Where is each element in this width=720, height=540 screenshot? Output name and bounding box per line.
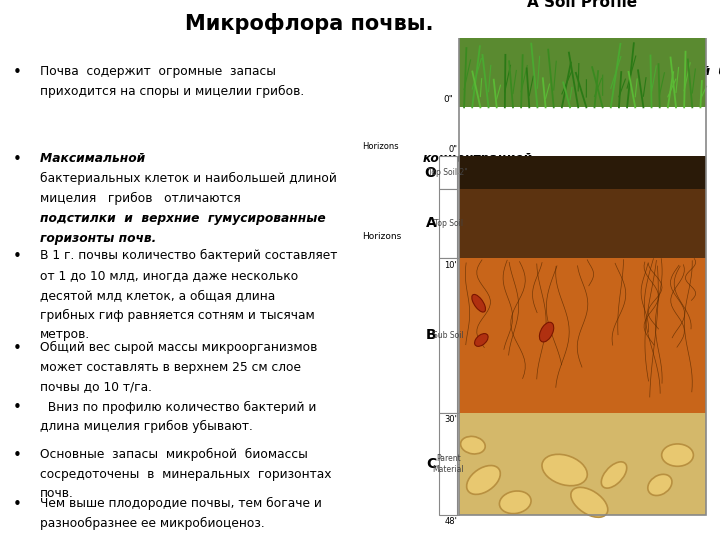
Text: Parent
Material: Parent Material <box>433 454 464 474</box>
Text: A Soil Profile: A Soil Profile <box>527 0 637 10</box>
Bar <box>459 189 706 258</box>
Text: метров.: метров. <box>40 328 90 341</box>
Bar <box>439 413 457 515</box>
Text: Чем выше плодородие почвы, тем богаче и: Чем выше плодородие почвы, тем богаче и <box>40 497 321 510</box>
Text: длина мицелия грибов убывают.: длина мицелия грибов убывают. <box>40 420 253 434</box>
Bar <box>459 258 706 413</box>
Text: B: B <box>426 328 436 342</box>
Text: почв.: почв. <box>40 488 73 501</box>
Text: подстилки  и  верхние  гумусированные: подстилки и верхние гумусированные <box>40 212 325 225</box>
Text: •: • <box>13 448 22 463</box>
Ellipse shape <box>539 322 554 342</box>
Text: мицелия   грибов   отличаются: мицелия грибов отличаются <box>40 192 248 205</box>
Bar <box>439 156 457 189</box>
Bar <box>439 189 457 258</box>
Text: микробной  биомассы: микробной биомассы <box>632 65 720 78</box>
Text: Общий вес сырой массы микроорганизмов: Общий вес сырой массы микроорганизмов <box>40 341 317 354</box>
Text: от 1 до 10 млд, иногда даже несколько: от 1 до 10 млд, иногда даже несколько <box>40 269 298 282</box>
Bar <box>439 258 457 413</box>
Bar <box>459 413 706 515</box>
Text: горизонты почв.: горизонты почв. <box>40 232 156 245</box>
Text: •: • <box>13 249 22 264</box>
Text: сосредоточены  в  минеральных  горизонтах: сосредоточены в минеральных горизонтах <box>40 468 331 481</box>
Text: A: A <box>426 217 436 231</box>
Text: приходится на споры и мицелии грибов.: приходится на споры и мицелии грибов. <box>40 85 304 98</box>
Ellipse shape <box>601 462 626 488</box>
Text: Top Soil: Top Soil <box>433 219 463 228</box>
Text: 48': 48' <box>444 517 457 526</box>
Ellipse shape <box>648 474 672 496</box>
Text: •: • <box>13 65 22 80</box>
Text: грибных гиф равняется сотням и тысячам: грибных гиф равняется сотням и тысячам <box>40 308 315 322</box>
Text: может составлять в верхнем 25 см слое: может составлять в верхнем 25 см слое <box>40 361 301 374</box>
Ellipse shape <box>461 436 485 454</box>
Text: лесные: лесные <box>580 192 632 205</box>
Text: •: • <box>13 152 22 167</box>
Bar <box>459 28 706 107</box>
Text: O: O <box>425 166 436 179</box>
Ellipse shape <box>472 294 485 312</box>
Text: •: • <box>13 497 22 512</box>
Text: Sub Soil: Sub Soil <box>433 331 464 340</box>
Bar <box>459 28 706 515</box>
Text: 0": 0" <box>444 96 454 104</box>
Text: Почва  содержит  огромные  запасы: Почва содержит огромные запасы <box>40 65 279 78</box>
Text: Top Soil 2": Top Soil 2" <box>428 168 468 177</box>
Ellipse shape <box>500 491 531 514</box>
Text: Horizons: Horizons <box>361 232 401 241</box>
Text: почвы до 10 т/га.: почвы до 10 т/га. <box>40 381 152 394</box>
Text: Вниз по профилю количество бактерий и: Вниз по профилю количество бактерий и <box>40 401 316 414</box>
Text: Микрофлора почвы.: Микрофлора почвы. <box>185 14 434 35</box>
Ellipse shape <box>542 454 588 485</box>
Text: •: • <box>13 341 22 356</box>
Text: Максимальной: Максимальной <box>40 152 187 165</box>
Text: 30': 30' <box>444 415 457 424</box>
Ellipse shape <box>474 334 488 346</box>
Ellipse shape <box>467 465 500 495</box>
Text: Horizons: Horizons <box>361 142 398 151</box>
Text: десятой млд клеток, а общая длина: десятой млд клеток, а общая длина <box>40 289 275 302</box>
Text: •: • <box>13 401 22 415</box>
Text: разнообразнее ее микробиоценоз.: разнообразнее ее микробиоценоз. <box>40 517 264 530</box>
Text: бактериальных клеток и наибольшей длиной: бактериальных клеток и наибольшей длиной <box>40 172 336 185</box>
Bar <box>459 156 706 189</box>
Text: Основные  запасы  микробной  биомассы: Основные запасы микробной биомассы <box>40 448 307 461</box>
Text: В 1 г. почвы количество бактерий составляет: В 1 г. почвы количество бактерий составл… <box>40 249 337 262</box>
Text: 0": 0" <box>448 145 457 154</box>
Text: C: C <box>426 457 436 471</box>
Ellipse shape <box>571 488 608 517</box>
Ellipse shape <box>662 444 693 466</box>
Text: 10': 10' <box>444 261 457 269</box>
Text: концентрацией: концентрацией <box>423 152 533 165</box>
